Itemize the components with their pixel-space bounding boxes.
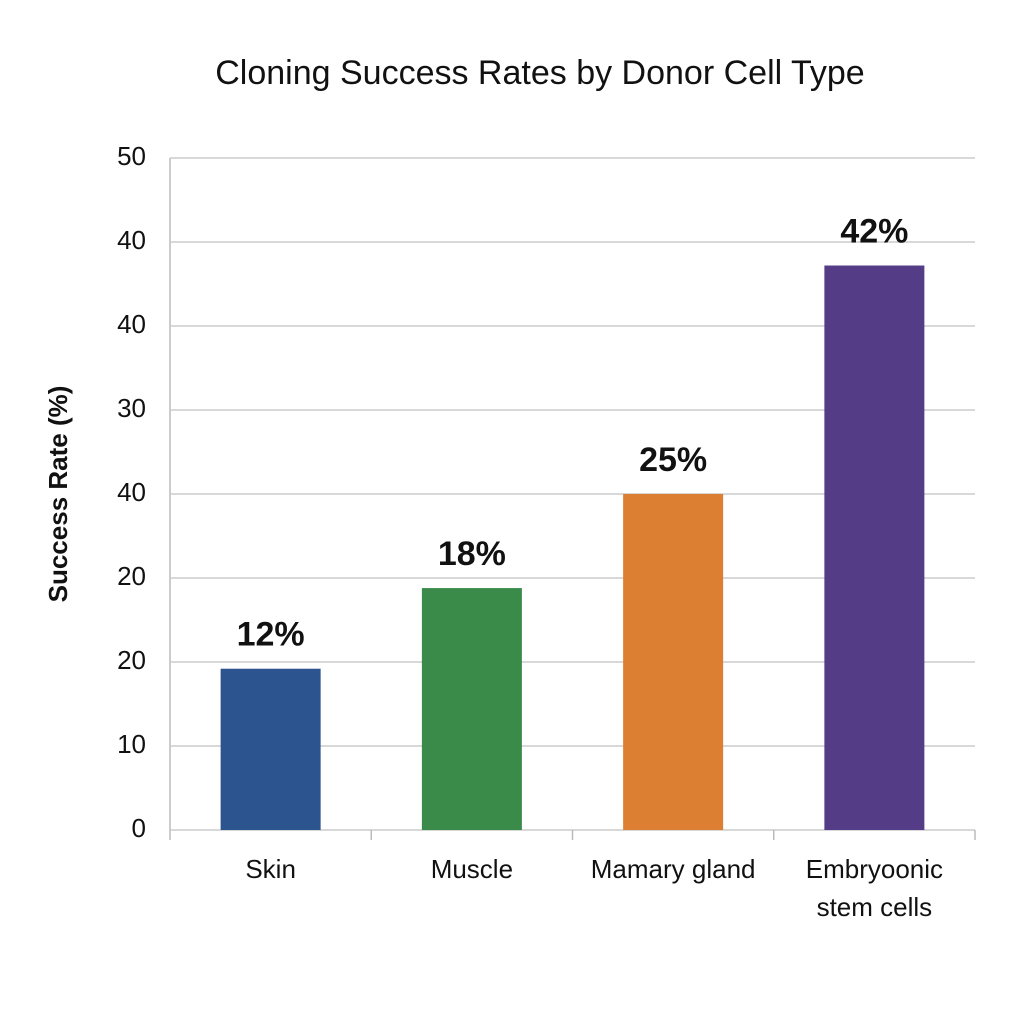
value-label: 42% <box>840 213 908 251</box>
value-label: 12% <box>237 616 305 654</box>
y-tick-label: 30 <box>117 393 146 423</box>
bar <box>421 588 522 830</box>
y-tick-label: 40 <box>117 225 146 255</box>
x-tick-label: Skin <box>245 854 296 884</box>
value-label: 18% <box>438 535 506 573</box>
y-tick-label: 40 <box>117 477 146 507</box>
y-axis-title: Success Rate (%) <box>43 386 73 603</box>
y-tick-label: 40 <box>117 309 146 339</box>
x-tick-label: Mamary gland <box>590 854 756 884</box>
y-tick-label: 20 <box>117 645 146 675</box>
bar <box>623 494 724 830</box>
y-tick-label: 10 <box>117 729 146 759</box>
y-tick-label: 50 <box>117 141 146 171</box>
bar <box>220 668 321 830</box>
x-tick-label: Embryoonic stem cells <box>805 854 944 922</box>
bar <box>824 265 925 830</box>
y-tick-label: 0 <box>132 813 146 843</box>
value-label: 25% <box>639 441 707 479</box>
x-tick-label: Muscle <box>430 854 514 884</box>
chart-title: Cloning Success Rates by Donor Cell Type <box>215 54 864 92</box>
y-tick-label: 20 <box>117 561 146 591</box>
